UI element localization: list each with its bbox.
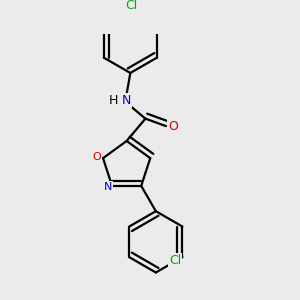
Text: N: N: [122, 94, 131, 107]
Text: O: O: [93, 152, 102, 162]
Text: H: H: [108, 94, 118, 107]
Text: N: N: [103, 182, 112, 192]
Text: Cl: Cl: [126, 0, 138, 12]
Text: O: O: [168, 120, 178, 133]
Text: Cl: Cl: [169, 254, 181, 267]
